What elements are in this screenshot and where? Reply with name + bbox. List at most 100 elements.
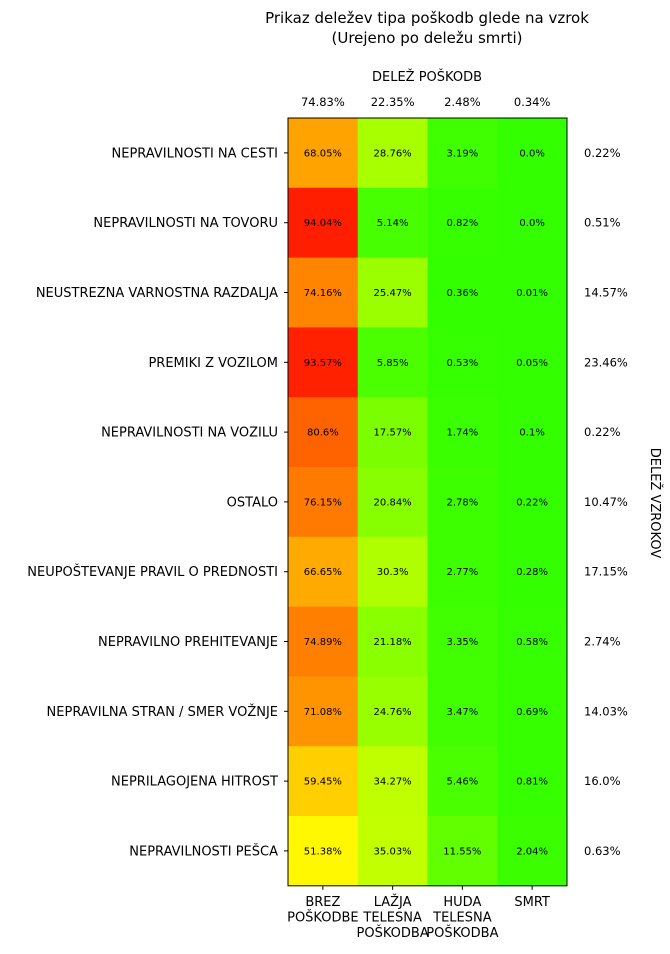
column-label-line: POŠKODBE [287,909,359,925]
heatmap-cell [427,746,498,817]
heatmap-cell [427,118,498,189]
column-label-line: TELESNA [362,910,422,925]
cell-value-label: 0.81% [516,777,548,788]
heatmap-cell [288,816,359,887]
cell-value-label: 0.01% [516,288,548,299]
heatmap-cell [497,327,568,398]
heatmap-cell [427,816,498,887]
cell-value-label: 30.3% [377,567,409,578]
cell-value-label: 0.82% [446,218,478,229]
row-share-labels: 0.22% 0.51% 14.57% 23.46% 0.22% 10.47% 17.15% 2… [584,146,628,858]
row-label: NEUSTREZNA VARNOSTNA RAZDALJA [36,286,278,301]
heatmap-cell [427,676,498,747]
heatmap-cell [497,118,568,189]
row-ticks [284,152,288,852]
cell-value-label: 21.18% [374,637,412,648]
cell-value-label: 71.08% [304,707,342,718]
row-label: NEUPOŠTEVANJE PRAVIL O PREDNOSTI [27,564,278,580]
heatmap-cell [357,118,428,189]
cell-value-label: 28.76% [374,148,412,159]
row-label: NEPRAVILNA STRAN / SMER VOŽNJE [47,704,278,720]
row-share-label: 17.15% [584,565,628,579]
heatmap-cell [288,467,359,538]
cell-value-label: 74.16% [304,288,342,299]
row-label: NEPRAVILNO PREHITEVANJE [98,635,278,650]
column-share-label: 22.35% [371,95,415,109]
cell-value-label: 0.22% [516,497,548,508]
column-share-label: 74.83% [301,95,345,109]
heatmap-cell [427,327,498,398]
heatmap-cell [427,467,498,538]
row-share-label: 14.57% [584,286,628,300]
heatmap-cell [288,606,359,677]
heatmap-cell [497,676,568,747]
row-share-label: 2.74% [584,635,621,649]
heatmap-cells [288,118,568,887]
column-label-line: BREZ [305,895,340,910]
cell-value-label: 68.05% [304,148,342,159]
row-tick-labels: NEPRAVILNOSTI NA CESTI NEPRAVILNOSTI NA T… [27,146,278,859]
column-tick-labels: BREZPOŠKODBELAŽJATELESNAPOŠKODBAHUDATELE… [287,894,550,941]
heatmap-cell [288,257,359,328]
row-label: OSTALO [227,495,278,510]
cell-value-label: 5.46% [446,777,478,788]
cell-value-label: 0.0% [519,218,544,229]
cell-value-label: 2.77% [446,567,478,578]
heatmap-cell [357,187,428,259]
heatmap-cell [357,606,428,677]
heatmap-cell [497,187,568,259]
heatmap-cell [288,118,359,189]
heatmap-cell [427,257,498,328]
heatmap-cell [288,397,359,468]
cell-value-label: 5.85% [377,358,409,369]
heatmap-cell [427,187,498,259]
cell-value-label: 59.45% [304,777,342,788]
heatmap-cell [497,746,568,817]
column-share-label: 0.34% [514,95,551,109]
cell-value-label: 25.47% [374,288,412,299]
cell-value-label: 2.04% [516,846,548,857]
column-label-line: HUDA [443,895,481,910]
row-label: PREMIKI Z VOZILOM [148,356,278,371]
row-label: NEPRAVILNOSTI NA CESTI [112,146,279,161]
heatmap-cell [357,676,428,747]
heatmap-cell [427,536,498,608]
heatmap-cell [288,187,359,259]
heatmap-cell [497,467,568,538]
cell-value-label: 0.36% [446,288,478,299]
row-share-label: 0.22% [584,425,621,439]
heatmap-cell [288,676,359,747]
row-share-label: 0.63% [584,844,621,858]
heatmap-cell [497,536,568,608]
column-label-line: SMRT [514,895,550,910]
heatmap-cell [357,816,428,887]
heatmap-cell [357,536,428,608]
heatmap-cell [427,606,498,677]
top-axis-label: DELEŽ POŠKODB [372,69,482,85]
cell-value-label: 0.28% [516,567,548,578]
row-share-label: 14.03% [584,704,628,718]
heatmap-cell [357,397,428,468]
chart-title-line-1: Prikaz deležev tipa poškodb glede na vzr… [265,9,589,27]
cell-value-label: 5.14% [377,218,409,229]
cell-value-label: 0.0% [519,148,544,159]
heatmap-cell [288,327,359,398]
cell-value-label: 11.55% [443,846,481,857]
column-label-line: TELESNA [432,910,492,925]
column-label-line: POŠKODBA [357,925,429,941]
heatmap-cell [497,397,568,468]
heatmap-cell [497,606,568,677]
column-ticks [322,885,533,890]
column-share-label: 2.48% [444,95,481,109]
row-label: NEPRILAGOJENA HITROST [111,775,278,790]
column-label-line: LAŽJA [374,894,412,910]
cell-value-label: 66.65% [304,567,342,578]
heatmap-cell [357,467,428,538]
cell-value-label: 94.04% [304,218,342,229]
cell-value-label: 76.15% [304,497,342,508]
cell-value-label: 80.6% [307,428,339,439]
cell-value-label: 35.03% [374,846,412,857]
cell-value-label: 34.27% [374,777,412,788]
cell-value-label: 0.1% [519,428,544,439]
